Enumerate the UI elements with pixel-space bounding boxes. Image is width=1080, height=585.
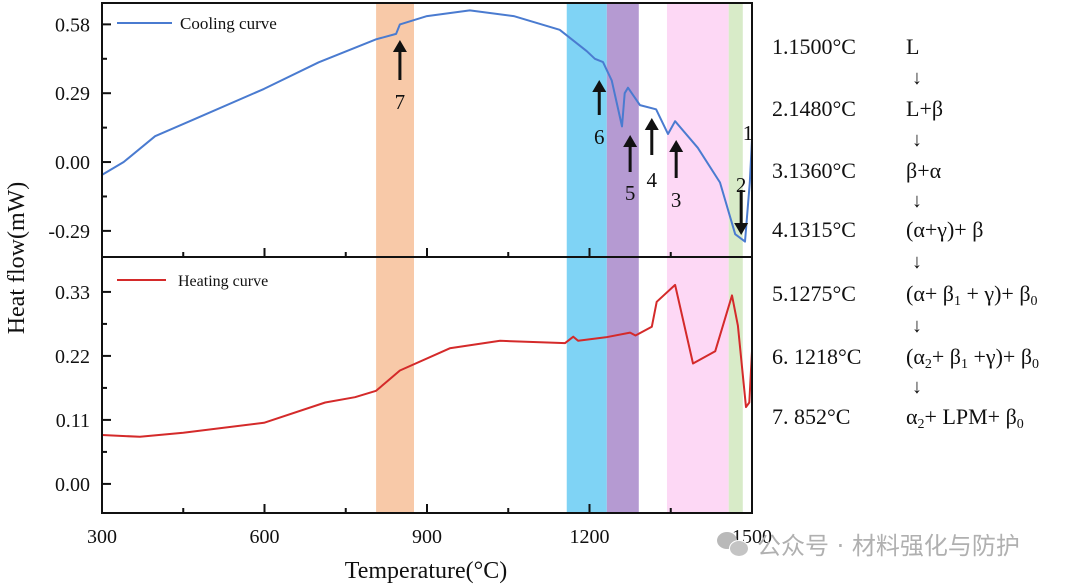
stage-phase: β+α xyxy=(906,158,942,183)
annotation-label: 2 xyxy=(736,173,747,197)
down-arrow-icon: ↓ xyxy=(912,189,922,212)
wechat-icon xyxy=(717,532,751,558)
annotation-label: 4 xyxy=(647,168,658,192)
x-tick-label: 1200 xyxy=(570,526,610,548)
legends: Cooling curve Heating curve xyxy=(117,14,277,290)
legend-label-heating: Heating curve xyxy=(178,273,268,290)
axis-ticks: 300 600 900 1200 15000.580.290.00-0.290.330.… xyxy=(48,14,772,548)
stage-phase: (α+γ)+ β xyxy=(906,217,984,242)
cooling-series xyxy=(101,9,753,243)
up-arrow-head-icon xyxy=(592,80,607,92)
up-arrow-head-icon xyxy=(644,118,659,130)
stage-row: 1.1500°C L xyxy=(772,34,919,60)
y-tick-label-top: 0.29 xyxy=(55,83,90,105)
y-tick-label-top: 0.00 xyxy=(55,152,90,174)
y-tick-label-top: 0.58 xyxy=(55,14,90,36)
annotation-4: 4 xyxy=(644,118,659,192)
up-arrow-head-icon xyxy=(623,135,638,147)
down-arrow-icon: ↓ xyxy=(912,129,922,151)
stage-phase: (α+ β1 + γ)+ β0 xyxy=(906,281,1038,309)
stage-row: 2.1480°C L+β xyxy=(772,96,943,122)
stage-row: 3.1360°C β+α xyxy=(772,158,941,184)
down-arrow-icon: ↓ xyxy=(912,314,922,337)
stage-row: 7. 852°C α2+ LPM+ β0 xyxy=(772,404,1024,432)
y-tick-label-bottom: 0.11 xyxy=(56,410,90,432)
down-arrow-icon: ↓ xyxy=(912,67,922,89)
annotation-6: 6 xyxy=(592,80,607,149)
annotation-label: 3 xyxy=(671,188,682,212)
y-tick-label-bottom: 0.00 xyxy=(55,474,90,496)
annotation-3: 3 xyxy=(669,140,684,212)
y-axis-title: Heat flow(mW) xyxy=(4,182,30,335)
y-tick-label-top: -0.29 xyxy=(48,221,90,243)
annotation-7: 7 xyxy=(392,40,407,114)
x-tick-label: 600 xyxy=(250,526,280,548)
stage-phase: L xyxy=(906,34,920,59)
stage-phase: α2+ LPM+ β0 xyxy=(906,404,1024,432)
annotation-2: 2 xyxy=(734,173,749,235)
stage-row: 6. 1218°C (α2+ β1 +γ)+ β0 xyxy=(772,344,1040,372)
down-arrow-icon: ↓ xyxy=(912,376,922,398)
stage-temperature: 2.1480°C xyxy=(772,96,856,121)
cooling-curve-line xyxy=(101,9,753,243)
stage-temperature: 4.1315°C xyxy=(772,217,856,242)
annotation-5: 5 xyxy=(623,135,638,205)
y-tick-label-bottom: 0.33 xyxy=(55,282,90,304)
annotation-label: 7 xyxy=(395,90,406,114)
stage-row: 5.1275°C (α+ β1 + γ)+ β0 xyxy=(772,281,1038,309)
stage-temperature: 6. 1218°C xyxy=(772,344,862,369)
x-tick-label: 300 xyxy=(87,526,117,548)
up-arrow-head-icon xyxy=(669,140,684,152)
legend-label-cooling: Cooling curve xyxy=(180,14,277,33)
x-axis-title: Temperature(°C) xyxy=(345,558,508,584)
stage-phase: L+β xyxy=(906,96,944,121)
plot-frame xyxy=(101,2,753,514)
heating-curve-line xyxy=(101,283,753,438)
annotation-label: 1 xyxy=(743,121,754,145)
stage-temperature: 7. 852°C xyxy=(772,404,851,429)
down-arrow-icon: ↓ xyxy=(912,251,922,273)
annotation-label: 5 xyxy=(625,181,636,205)
stage-row: 4.1315°C (α+γ)+ β xyxy=(772,217,983,243)
watermark: 公众号 · 材料强化与防护 xyxy=(717,526,1020,561)
heating-series xyxy=(101,283,753,438)
y-tick-label-bottom: 0.22 xyxy=(55,346,90,368)
annotation-label: 6 xyxy=(594,125,605,149)
stage-temperature: 3.1360°C xyxy=(772,158,856,183)
watermark-text: 公众号 · 材料强化与防护 xyxy=(757,532,1020,560)
stage-temperature: 1.1500°C xyxy=(772,34,856,59)
annotation-1: 1 xyxy=(743,121,754,145)
stage-phase: (α2+ β1 +γ)+ β0 xyxy=(906,344,1040,372)
x-tick-label: 900 xyxy=(412,526,442,548)
stage-temperature: 5.1275°C xyxy=(772,281,856,306)
transition-annotations: 7 6 543 2 1 xyxy=(392,40,754,235)
up-arrow-head-icon xyxy=(392,40,407,52)
down-arrow-head-icon xyxy=(734,223,749,235)
